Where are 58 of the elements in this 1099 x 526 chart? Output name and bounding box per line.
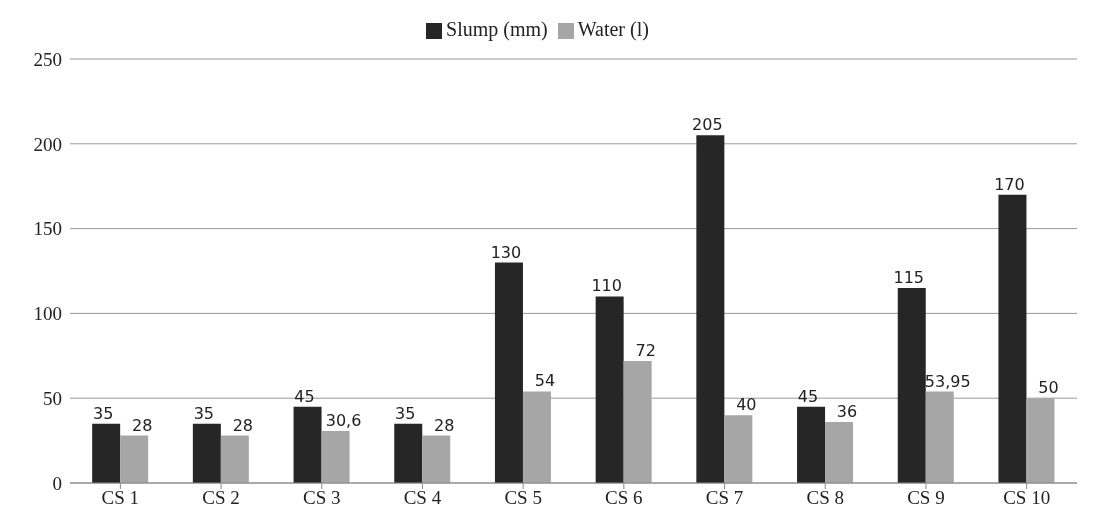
bar [394, 423, 423, 483]
data-label: 170 [994, 174, 1025, 194]
data-label: 53,95 [924, 371, 971, 391]
bar [494, 262, 523, 483]
y-tick-label: 0 [52, 472, 62, 494]
data-label: 30,6 [325, 411, 362, 431]
x-tick-label: CS 8 [806, 487, 844, 509]
data-label: 205 [692, 115, 723, 135]
data-label: 72 [635, 340, 656, 360]
data-label: 110 [591, 276, 622, 296]
y-tick-label: 150 [33, 218, 62, 240]
bar [825, 421, 854, 483]
bar [422, 435, 451, 483]
data-label: 40 [736, 395, 757, 415]
bar [623, 360, 652, 483]
bar [321, 431, 350, 483]
x-tick-label: CS 4 [403, 487, 442, 509]
bar [92, 423, 121, 483]
bar [522, 391, 551, 483]
bar [120, 435, 149, 483]
data-label: 54 [534, 371, 556, 391]
bar [192, 423, 221, 483]
y-tick-label: 50 [43, 387, 62, 409]
y-tick-label: 250 [33, 48, 62, 70]
x-tick-label: CS 6 [605, 487, 643, 509]
bar [595, 296, 624, 483]
data-label: 35 [395, 403, 416, 423]
data-label: 28 [434, 415, 455, 435]
data-label: 50 [1038, 378, 1059, 398]
data-label: 45 [294, 386, 315, 406]
x-tick-label: CS 7 [705, 487, 744, 509]
bar [696, 135, 725, 483]
x-tick-label: CS 9 [907, 487, 945, 509]
x-tick-label: CS 10 [1003, 487, 1051, 509]
legend-label: Water (l) [577, 18, 649, 40]
data-label: 35 [193, 403, 215, 423]
bar [724, 415, 753, 483]
x-tick-label: CS 3 [303, 487, 341, 509]
bar [797, 406, 826, 483]
data-label: 130 [490, 242, 522, 262]
data-label: 35 [92, 403, 114, 423]
data-label: 115 [893, 267, 925, 287]
bar [1026, 398, 1055, 483]
x-tick-label: CS 2 [202, 487, 240, 509]
data-label: 28 [131, 415, 153, 435]
data-label: 45 [797, 386, 819, 406]
x-tick-label: CS 5 [504, 487, 542, 509]
legend-label: Slump (mm) [446, 18, 548, 40]
x-tick-label: CS 1 [101, 487, 140, 509]
data-label: 28 [232, 415, 254, 435]
bar [897, 287, 926, 483]
y-tick-label: 100 [33, 303, 62, 325]
data-label: 36 [836, 401, 858, 421]
bar [293, 406, 322, 483]
bar [998, 194, 1027, 483]
bar [925, 391, 954, 483]
bar [220, 435, 249, 483]
y-tick-label: 200 [33, 133, 62, 155]
